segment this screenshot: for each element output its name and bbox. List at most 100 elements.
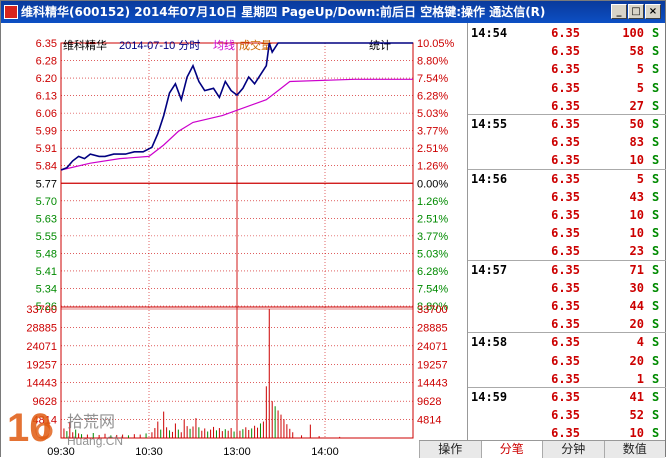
tick-price: 6.35	[551, 262, 580, 277]
watermark-logo: 10 拾荒网 Huang.CN	[7, 406, 123, 450]
close-button[interactable]: ×	[645, 4, 661, 19]
price-tick-label: 5.84	[36, 161, 57, 173]
tick-volume: 44	[629, 299, 644, 313]
tick-price: 6.35	[551, 62, 580, 77]
tick-price: 6.35	[551, 335, 580, 350]
tick-row[interactable]: 6.35 83 S	[468, 133, 666, 151]
tick-row[interactable]: 6.35 27 S	[468, 97, 666, 115]
tick-row[interactable]: 14:59 6.35 41 S	[468, 388, 666, 406]
tick-volume: 41	[629, 390, 644, 404]
tick-row[interactable]: 6.35 23 S	[468, 242, 666, 260]
tick-price: 6.35	[551, 80, 580, 95]
tick-row[interactable]: 6.35 1 S	[468, 370, 666, 388]
tick-volume: 10	[629, 208, 644, 222]
tick-side: S	[652, 189, 660, 204]
percent-tick-label: 1.26%	[417, 161, 448, 173]
tick-side: S	[652, 226, 660, 241]
tick-row[interactable]: 6.35 52 S	[468, 406, 666, 424]
tick-price: 6.35	[551, 353, 580, 368]
percent-tick-label: 3.77%	[417, 231, 448, 243]
tab-minute[interactable]: 分钟	[542, 441, 604, 458]
tick-row[interactable]: 6.35 43 S	[468, 188, 666, 206]
tick-price: 6.35	[551, 244, 580, 259]
tick-price: 6.35	[551, 26, 580, 40]
tick-time: 14:58	[471, 335, 508, 350]
tick-row[interactable]: 6.35 44 S	[468, 297, 666, 315]
price-tick-label: 5.41	[36, 266, 57, 278]
tick-row[interactable]: 14:58 6.35 4 S	[468, 333, 666, 351]
tick-row[interactable]: 6.35 5 S	[468, 79, 666, 97]
price-tick-label: 6.35	[36, 38, 57, 50]
tick-volume: 5	[636, 171, 644, 186]
tick-side: S	[652, 280, 660, 295]
tick-row[interactable]: 6.35 30 S	[468, 279, 666, 297]
intraday-chart[interactable]: 6.35 6.28 6.20 6.13 6.06 5.99 5.91 5.84 5.77 5.70…	[1, 23, 466, 458]
gear-icon	[35, 422, 53, 440]
percent-tick-label: 8.80%	[417, 301, 448, 313]
volume-tick-label: 33700	[26, 304, 57, 316]
tab-operate[interactable]: 操作	[419, 441, 481, 458]
average-price-line	[60, 78, 413, 171]
price-tick-label: 6.20	[36, 73, 57, 85]
minimize-button[interactable]: _	[611, 4, 627, 19]
tick-side: S	[652, 299, 660, 313]
watermark-url: Huang.CN	[67, 434, 123, 448]
tick-row[interactable]: 6.35 5 S	[468, 60, 666, 78]
tick-row[interactable]: 14:57 6.35 71 S	[468, 261, 666, 279]
tab-ticks[interactable]: 分笔	[480, 441, 542, 458]
tick-row[interactable]: 14:55 6.35 50 S	[468, 115, 666, 133]
watermark-number: 10	[7, 406, 52, 450]
tick-row[interactable]: 6.35 10 S	[468, 206, 666, 224]
tick-price: 6.35	[551, 371, 580, 386]
tick-side: S	[652, 408, 660, 423]
tick-row[interactable]: 6.35 58 S	[468, 42, 666, 60]
tick-detail-panel[interactable]: 14:54 6.35 100 S 6.35 58 S 6.35 5 S 6.35 5 S 6.35 27 S 1…	[467, 23, 666, 442]
tick-side: S	[652, 371, 660, 386]
tick-time: 14:56	[471, 171, 508, 186]
tick-row[interactable]: 6.35 20 S	[468, 315, 666, 333]
percent-tick-label: 2.51%	[417, 143, 448, 155]
stats-button[interactable]: 统计	[369, 39, 391, 52]
tick-price: 6.35	[551, 135, 580, 150]
tick-side: S	[652, 426, 660, 441]
tick-row[interactable]: 6.35 10 S	[468, 151, 666, 169]
tick-row[interactable]: 6.35 10 S	[468, 224, 666, 242]
tick-group-divider	[468, 387, 666, 388]
tick-price: 6.35	[551, 44, 580, 59]
tick-group-divider	[468, 114, 666, 115]
tick-side: S	[652, 208, 660, 222]
intraday-chart-area[interactable]: 6.35 6.28 6.20 6.13 6.06 5.99 5.91 5.84 5.77 5.70…	[1, 23, 466, 458]
tick-side: S	[652, 26, 660, 40]
time-axis-label: 10:30	[135, 446, 163, 458]
maximize-button[interactable]: □	[628, 4, 644, 19]
tick-volume: 23	[629, 244, 644, 259]
tick-side: S	[652, 44, 660, 59]
tick-volume: 71	[629, 262, 644, 277]
tick-price: 6.35	[551, 98, 580, 113]
percent-tick-label: 8.80%	[417, 56, 448, 68]
tick-row[interactable]: 6.35 10 S	[468, 424, 666, 442]
tick-volume: 10	[629, 426, 644, 441]
tick-volume: 100	[622, 26, 644, 40]
price-tick-label: 5.77	[36, 178, 57, 190]
volume-tick-label-right: 19257	[417, 359, 448, 371]
tick-row[interactable]: 14:56 6.35 5 S	[468, 170, 666, 188]
tick-price: 6.35	[551, 280, 580, 295]
volume-tick-label: 24071	[26, 341, 57, 353]
tick-volume: 52	[629, 408, 644, 423]
tick-side: S	[652, 153, 660, 168]
volume-tick-label-right: 33700	[417, 304, 448, 316]
tick-volume: 4	[636, 335, 644, 350]
price-tick-label: 5.48	[36, 248, 57, 260]
tab-values[interactable]: 数值	[603, 441, 666, 458]
tick-group-divider	[468, 259, 666, 261]
percent-tick-label: 1.26%	[417, 196, 448, 208]
tick-volume: 5	[636, 62, 644, 77]
tick-row[interactable]: 6.35 20 S	[468, 352, 666, 370]
tick-time: 14:55	[471, 117, 508, 131]
tick-volume: 10	[629, 153, 644, 168]
percent-tick-label: 3.77%	[417, 126, 448, 138]
tick-price: 6.35	[551, 299, 580, 313]
tick-volume: 83	[629, 135, 644, 150]
tick-row[interactable]: 14:54 6.35 100 S	[468, 24, 666, 42]
